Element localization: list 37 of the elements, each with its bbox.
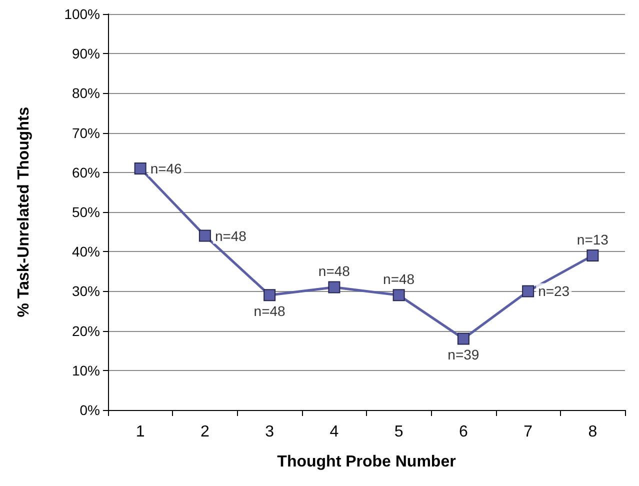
point: [392, 289, 405, 302]
y-tick-label: 40%: [72, 244, 100, 260]
point: [264, 289, 276, 302]
x-tick-label: 2: [200, 424, 210, 440]
y-tick-label: 50%: [72, 204, 100, 220]
y-tick-label: 60%: [72, 164, 100, 180]
annotation: n=48: [214, 228, 247, 244]
x-tick-label: 6: [458, 424, 468, 440]
y-tick-label: 0%: [80, 402, 100, 418]
x-tick-label: 4: [330, 424, 339, 440]
point: [457, 332, 470, 345]
point: [198, 230, 211, 242]
y-tick-label: 10%: [72, 362, 100, 378]
annotation: n=48: [383, 271, 415, 288]
y-tick-label: 80%: [72, 85, 100, 102]
point: [522, 285, 534, 298]
x-axis-title: Thought Probe Number: [277, 454, 456, 470]
y-tick-label: 90%: [72, 46, 100, 62]
annotation: n=39: [448, 346, 480, 363]
x-tick-label: 7: [524, 424, 533, 440]
annotation: n=23: [538, 283, 570, 300]
point: [586, 250, 599, 262]
y-tick-label: 30%: [72, 283, 100, 300]
point: [328, 281, 340, 294]
point: [134, 162, 146, 174]
x-tick-label: 3: [265, 424, 274, 440]
annotation: n=48: [318, 263, 350, 280]
x-tick-label: 5: [394, 424, 404, 440]
y-tick-label: 20%: [72, 322, 100, 339]
y-tick-label: 100%: [64, 6, 100, 22]
annotation: n=13: [576, 232, 609, 248]
y-axis-title: % Task-Unrelated Thoughts: [16, 106, 32, 318]
x-tick-label: 1: [136, 424, 145, 440]
annotation: n=48: [254, 303, 286, 320]
y-tick-label: 70%: [72, 124, 100, 141]
x-tick-label: 8: [588, 424, 598, 440]
annotation: n=46: [150, 160, 182, 176]
